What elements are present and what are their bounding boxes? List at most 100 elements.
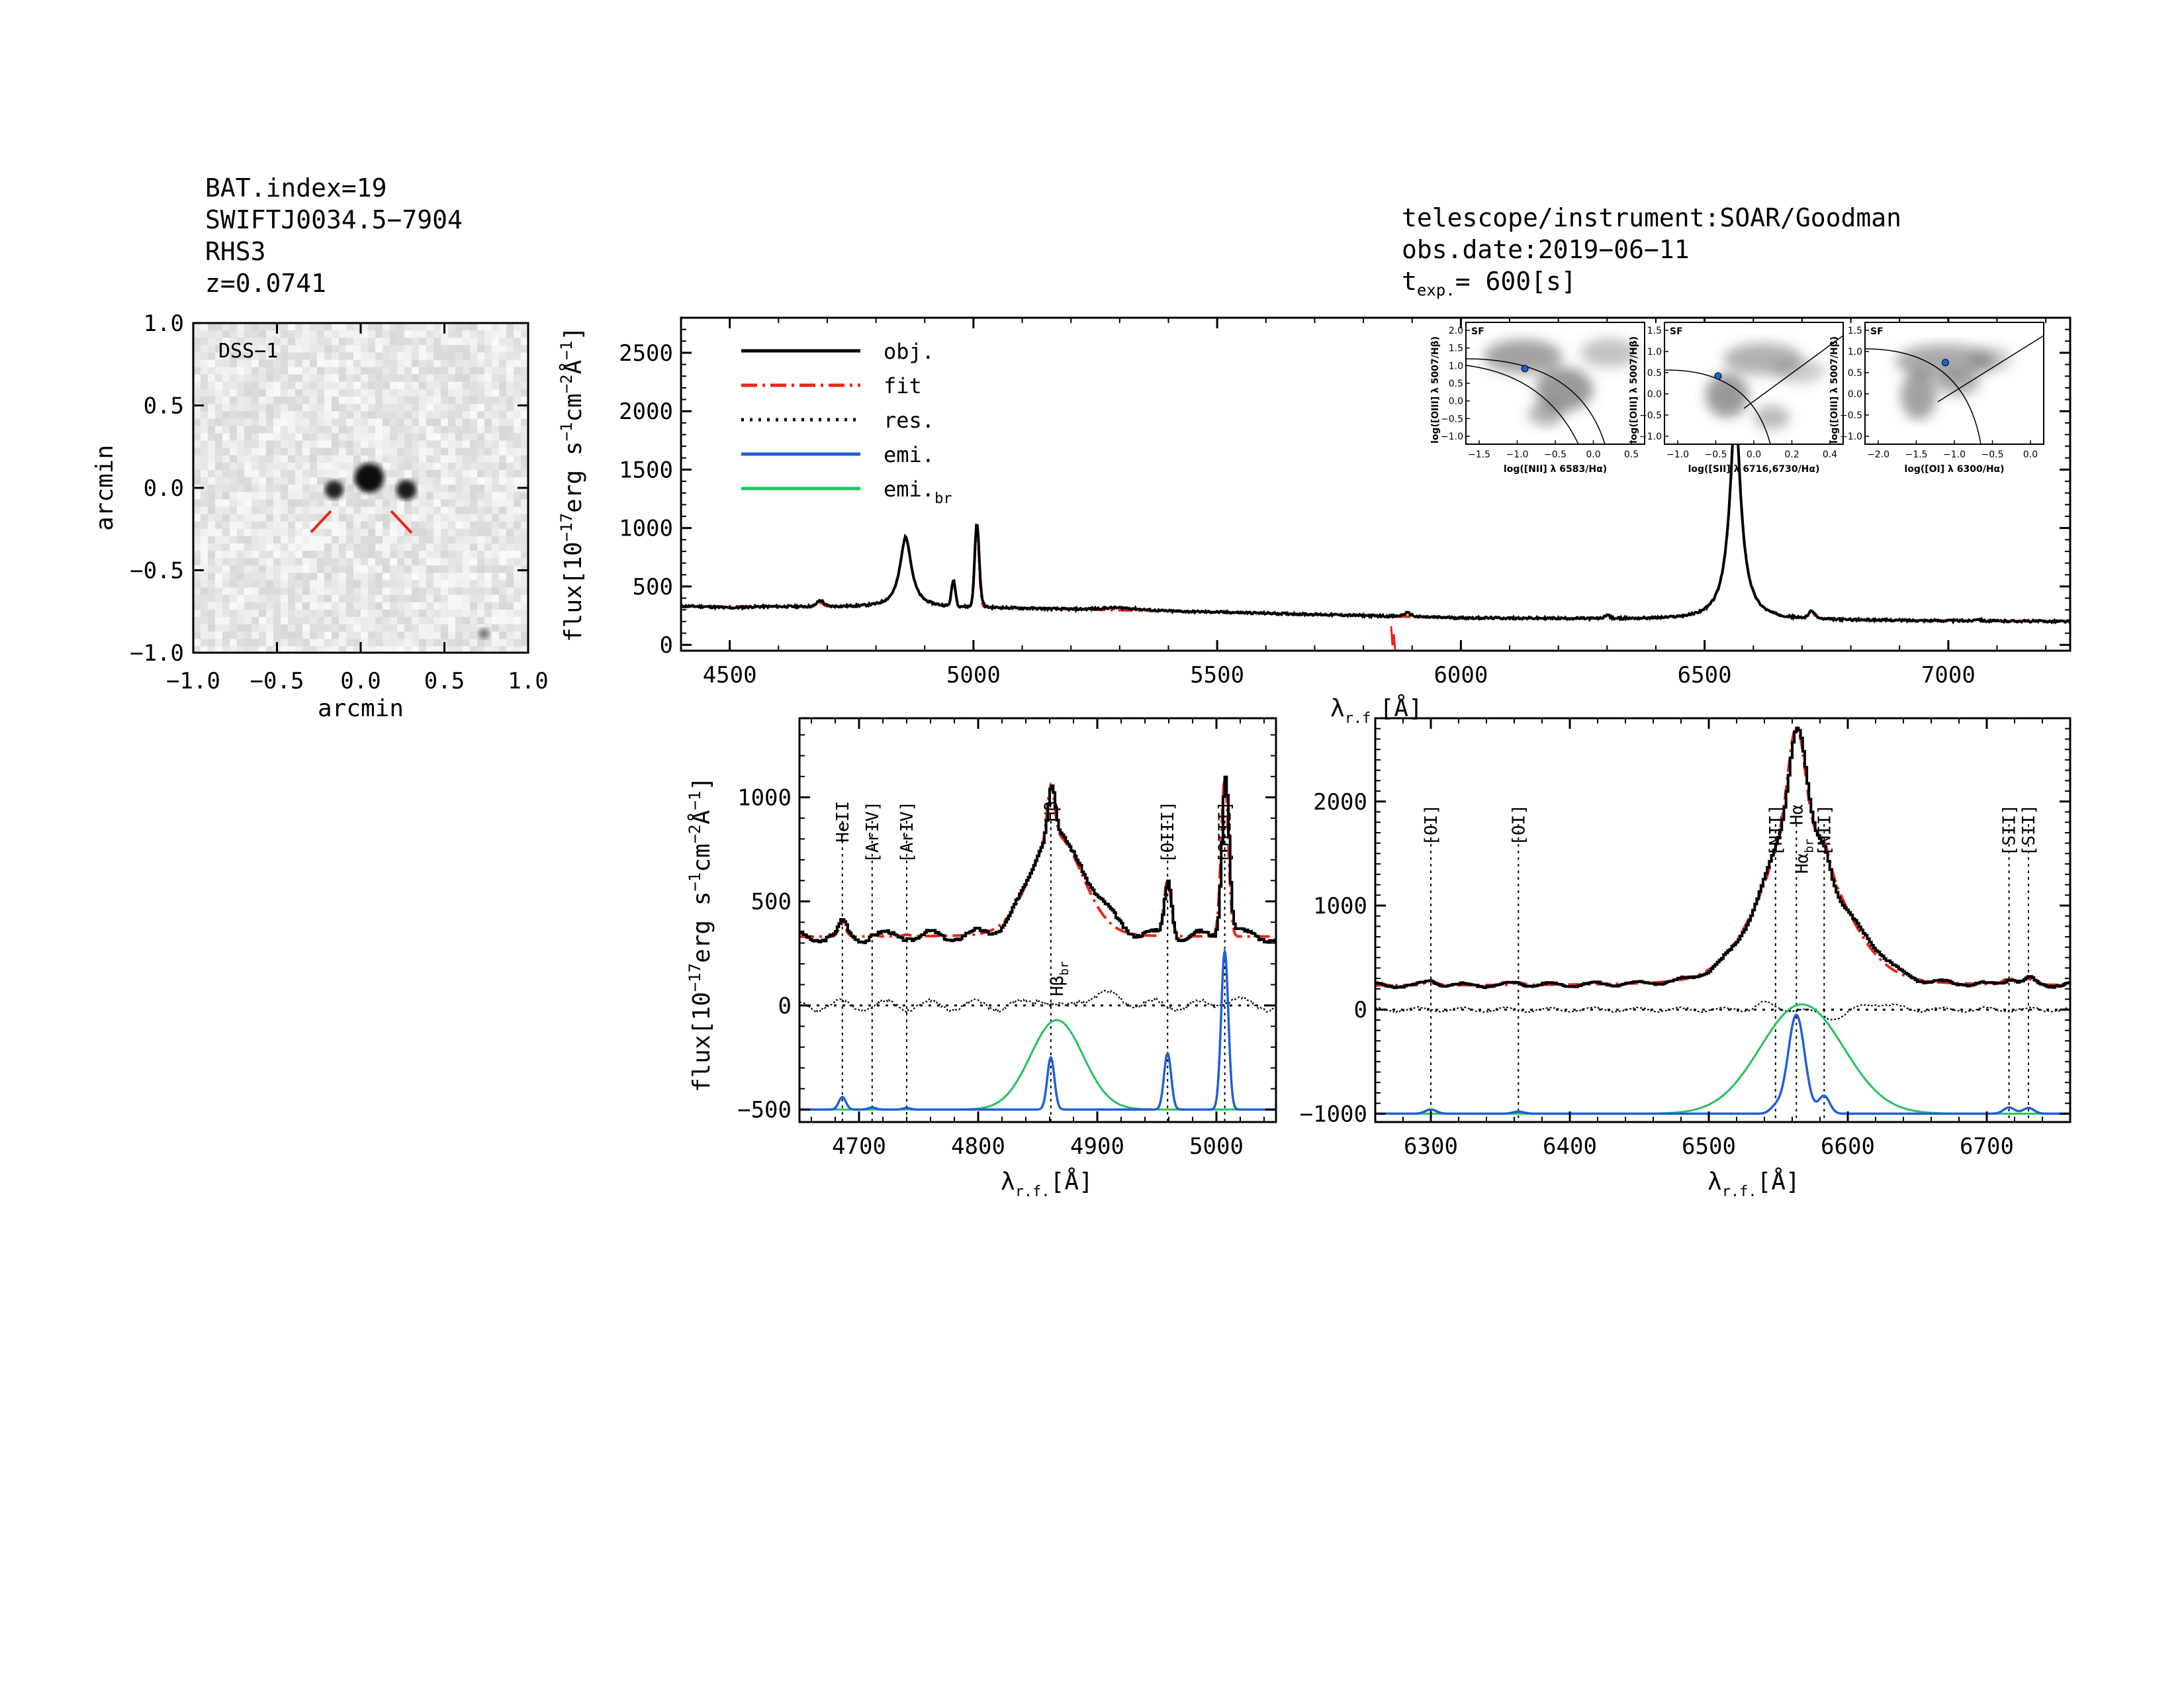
line-label: [OI] xyxy=(1509,804,1529,846)
noise-pixel xyxy=(368,338,376,346)
noise-pixel xyxy=(259,345,267,353)
noise-pixel xyxy=(201,367,208,375)
noise-pixel xyxy=(302,470,310,478)
bpt-xtick-label: 0.0 xyxy=(1747,449,1761,460)
noise-pixel xyxy=(412,404,420,412)
noise-pixel xyxy=(463,624,471,632)
noise-pixel xyxy=(266,580,274,588)
right-source xyxy=(396,480,416,500)
noise-pixel xyxy=(477,558,485,566)
noise-pixel xyxy=(324,617,332,625)
noise-pixel xyxy=(368,367,376,375)
noise-pixel xyxy=(426,352,434,360)
noise-pixel xyxy=(332,470,340,478)
noise-pixel xyxy=(463,411,471,419)
noise-pixel xyxy=(222,587,230,595)
noise-pixel xyxy=(397,646,405,653)
noise-pixel xyxy=(470,389,478,397)
noise-pixel xyxy=(346,492,354,500)
noise-pixel xyxy=(463,521,471,529)
noise-pixel xyxy=(288,528,296,537)
noise-pixel xyxy=(484,573,492,581)
noise-pixel xyxy=(346,381,354,390)
noise-pixel xyxy=(251,367,259,375)
noise-pixel xyxy=(375,632,383,639)
noise-pixel xyxy=(310,521,318,529)
noise-pixel xyxy=(251,397,259,404)
noise-pixel xyxy=(244,514,252,522)
noise-pixel xyxy=(383,499,390,507)
noise-pixel xyxy=(514,418,522,426)
image-axis-ticks: −1.0−1.0−0.5−0.50.00.00.50.51.01.0 xyxy=(130,310,549,694)
noise-pixel xyxy=(251,609,259,618)
noise-pixel xyxy=(222,580,230,588)
noise-pixel xyxy=(426,462,434,471)
bpt-ylabel: log([OIII] λ 5007/Hβ) xyxy=(1829,336,1840,444)
noise-pixel xyxy=(288,397,296,404)
noise-pixel xyxy=(514,440,522,448)
noise-pixel xyxy=(208,587,216,595)
noise-pixel xyxy=(353,455,361,463)
noise-pixel xyxy=(193,632,201,639)
noise-pixel xyxy=(412,345,420,353)
noise-pixel xyxy=(426,381,434,390)
noise-pixel xyxy=(521,323,528,331)
noise-pixel xyxy=(514,433,522,441)
noise-pixel xyxy=(302,359,310,367)
noise-pixel xyxy=(492,536,500,544)
noise-pixel xyxy=(288,433,296,441)
line-label: [OIII] xyxy=(1158,801,1178,863)
noise-pixel xyxy=(361,455,369,463)
noise-pixel xyxy=(448,632,456,639)
noise-pixel xyxy=(441,470,449,478)
noise-pixel xyxy=(397,404,405,412)
noise-pixel xyxy=(419,551,427,559)
bpt-xtick-label: −0.5 xyxy=(1705,449,1727,460)
noise-pixel xyxy=(390,624,398,632)
noise-pixel xyxy=(455,418,463,426)
noise-pixel xyxy=(222,521,230,529)
noise-pixel xyxy=(201,345,208,353)
noise-pixel xyxy=(455,632,463,639)
noise-pixel xyxy=(412,580,420,588)
noise-pixel xyxy=(244,411,252,419)
x-tick-label: 6300 xyxy=(1404,1133,1458,1160)
noise-pixel xyxy=(448,594,456,602)
noise-pixel xyxy=(332,330,340,338)
noise-pixel xyxy=(441,536,449,544)
bpt-density-blobs xyxy=(1484,338,1638,426)
noise-pixel xyxy=(324,462,332,471)
noise-pixel xyxy=(477,338,485,346)
noise-pixel xyxy=(492,323,500,331)
halpha-narrow-components xyxy=(1375,1013,2070,1115)
noise-pixel xyxy=(499,521,507,529)
noise-pixel xyxy=(237,580,245,588)
noise-pixel xyxy=(353,359,361,367)
noise-pixel xyxy=(346,389,354,397)
noise-pixel xyxy=(237,404,245,412)
noise-pixel xyxy=(441,521,449,529)
noise-pixel xyxy=(201,359,208,367)
noise-pixel xyxy=(463,455,471,463)
noise-pixel xyxy=(477,485,485,492)
noise-pixel xyxy=(368,617,376,625)
noise-pixel xyxy=(455,359,463,367)
noise-pixel xyxy=(441,528,449,537)
noise-pixel xyxy=(521,352,528,360)
noise-pixel xyxy=(521,359,528,367)
noise-pixel xyxy=(412,440,420,448)
noise-pixel xyxy=(259,506,267,514)
noise-pixel xyxy=(230,594,238,602)
noise-pixel xyxy=(463,447,471,455)
noise-pixel xyxy=(193,558,201,566)
noise-pixel xyxy=(310,433,318,441)
noise-pixel xyxy=(230,323,238,331)
x-tick-label: 6700 xyxy=(1960,1133,2014,1160)
noise-pixel xyxy=(332,580,340,588)
noise-pixel xyxy=(273,374,281,382)
noise-pixel xyxy=(448,528,456,537)
noise-pixel xyxy=(295,381,303,390)
noise-pixel xyxy=(412,646,420,653)
noise-pixel xyxy=(412,514,420,522)
noise-pixel xyxy=(273,426,281,434)
